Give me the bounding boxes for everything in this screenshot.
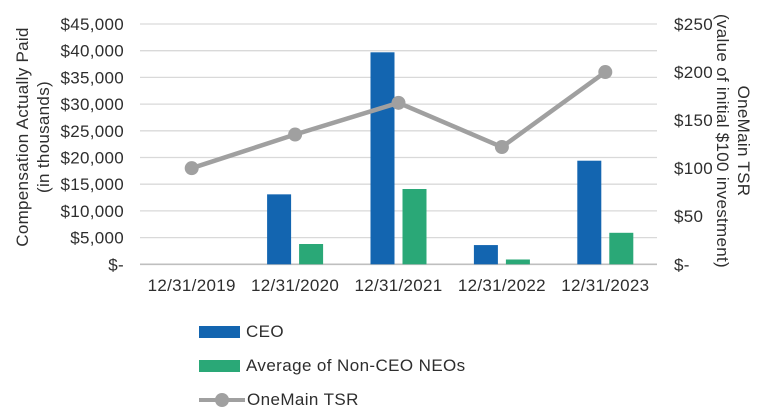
tsr-marker	[288, 127, 303, 142]
bar-non-ceo-neos	[505, 259, 530, 265]
legend-swatch-ceo	[199, 326, 240, 338]
right-axis-title-line2: (value of initial $100 investment)	[713, 14, 732, 268]
tsr-marker	[494, 140, 509, 155]
right-axis-tick-label: $150	[674, 111, 713, 130]
legend-item-tsr: OneMain TSR	[199, 383, 466, 409]
left-axis-tick-label: $40,000	[60, 42, 124, 61]
chart-legend: CEO Average of Non-CEO NEOs OneMain TSR	[199, 315, 466, 409]
tsr-line	[189, 69, 608, 171]
right-axis-tick-label: $250	[674, 15, 713, 34]
legend-label-tsr: OneMain TSR	[247, 390, 359, 409]
right-axis-title-line1: OneMain TSR	[734, 85, 753, 197]
left-axis-tick-label: $30,000	[60, 95, 124, 114]
x-axis-label: 12/31/2021	[354, 276, 442, 295]
left-axis-tick-label: $35,000	[60, 68, 124, 87]
legend-swatch-tsr-line	[199, 393, 245, 407]
left-axis-title: Compensation Actually Paid (in thousands…	[12, 27, 54, 246]
x-axis-label: 12/31/2023	[561, 276, 649, 295]
right-axis-tick-label: $100	[674, 159, 713, 178]
right-axis-tick-label: $50	[674, 207, 703, 226]
legend-tsr-line-marker	[215, 393, 229, 407]
bar-ceo	[267, 194, 292, 265]
tsr-marker	[598, 65, 613, 80]
legend-item-non-ceo-neos: Average of Non-CEO NEOs	[199, 349, 466, 383]
left-axis-tick-label: $20,000	[60, 149, 124, 168]
right-axis-tick-label: $-	[674, 255, 690, 274]
legend-swatch-non-ceo-neos	[199, 360, 240, 372]
bar-ceo	[473, 245, 498, 265]
left-axis-tick-label: $45,000	[60, 15, 124, 34]
right-axis-tick-label: $200	[674, 63, 713, 82]
left-axis-title-line1: Compensation Actually Paid	[13, 27, 32, 247]
bar-non-ceo-neos	[402, 189, 427, 265]
bar-non-ceo-neos	[609, 232, 634, 265]
left-axis-title-line2: (in thousands)	[34, 81, 53, 193]
tsr-marker	[391, 95, 406, 110]
bar-ceo	[370, 52, 395, 265]
left-axis-tick-label: $-	[108, 255, 124, 274]
legend-item-ceo: CEO	[199, 315, 466, 349]
left-axis-tick-label: $5,000	[70, 229, 124, 248]
bar-ceo	[577, 160, 602, 265]
x-axis-label: 12/31/2020	[251, 276, 339, 295]
x-axis-label: 12/31/2019	[148, 276, 236, 295]
bar-non-ceo-neos	[299, 244, 324, 265]
left-axis-tick-label: $10,000	[60, 202, 124, 221]
x-axis-label: 12/31/2022	[458, 276, 546, 295]
left-axis-tick-label: $15,000	[60, 175, 124, 194]
left-axis-tick-label: $25,000	[60, 122, 124, 141]
tsr-marker	[184, 161, 199, 176]
legend-label-ceo: CEO	[246, 322, 285, 341]
legend-label-non-ceo-neos: Average of Non-CEO NEOs	[246, 356, 466, 375]
right-axis-title: OneMain TSR (value of initial $100 inves…	[712, 14, 754, 268]
